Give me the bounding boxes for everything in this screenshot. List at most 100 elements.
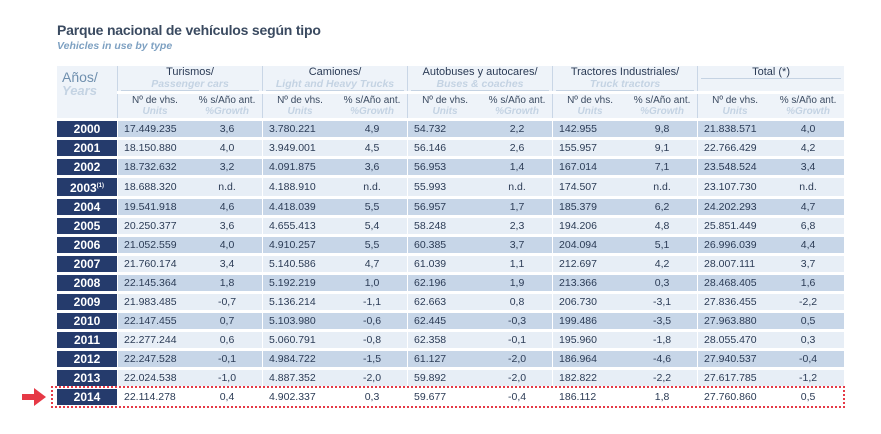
units-cell: 155.957 [552,140,628,156]
sub-label-en: %Growth [205,106,249,117]
sub-label-es: Nº de vhs. [132,95,178,106]
units-cell: 19.541.918 [117,199,192,215]
units-cell: 21.983.485 [117,294,192,310]
units-cell: 62.358 [407,332,483,348]
growth-cell: 5,5 [337,199,408,215]
group-header-truck-tractors: Tractores Industriales/ Truck tractors [552,66,698,91]
year-cell: 2011 [57,332,117,348]
sub-label-es: Nº de vhs. [422,95,468,106]
growth-cell: 1,8 [192,275,263,291]
growth-cell: 1,4 [482,159,553,175]
table-row: 2005 20.250.377 3,6 4.655.413 5,4 58.248 2,3 19… [57,218,845,234]
year-label: 2001 [73,141,101,155]
growth-cell: 1,0 [337,275,408,291]
group-label-es: Camiones/ [308,66,362,78]
growth-cell: 3,4 [772,159,845,175]
units-cell: 4.887.352 [262,370,338,386]
units-cell: 56.953 [407,159,483,175]
units-cell: 56.146 [407,140,483,156]
table-row: 2004 19.541.918 4,6 4.418.039 5,5 56.957 1,7 18… [57,199,845,215]
year-cell: 2002 [57,159,117,175]
year-header-en: Years [62,83,97,98]
sub-label-es: Nº de vhs. [277,95,323,106]
table-row: 2001 18.150.880 4,0 3.949.001 4,5 56.146 2,6 15… [57,140,845,156]
growth-cell: 2,2 [482,121,553,137]
units-cell: 62.663 [407,294,483,310]
units-cell: 22.147.455 [117,313,192,329]
table-row: 2008 22.145.364 1,8 5.192.219 1,0 62.196 1,9 21… [57,275,845,291]
growth-cell: 4,8 [627,218,698,234]
group-label-en: Buses & coaches [411,78,550,91]
growth-cell: 0,5 [772,389,845,405]
growth-cell: -0,7 [192,294,263,310]
group-label-es: Total (*) [752,66,790,78]
units-cell: 167.014 [552,159,628,175]
units-cell: 186.964 [552,351,628,367]
units-cell: 21.838.571 [697,121,773,137]
growth-cell: -0,4 [482,389,553,405]
year-cell: 2000 [57,121,117,137]
units-cell: 182.822 [552,370,628,386]
growth-cell: 4,0 [192,140,263,156]
growth-cell: 0,3 [627,275,698,291]
year-cell: 2012 [57,351,117,367]
sub-label-en: %Growth [495,106,539,117]
sub-header-row: Nº de vhs. Units % s/Año ant. %Growth Nº d… [57,94,845,118]
year-header-es: Años/ [62,69,98,85]
table-body: 2000 17.449.235 3,6 3.780.221 4,9 54.732 2,2 14… [57,121,845,405]
year-label: 2011 [73,333,101,347]
growth-cell: 4,7 [772,199,845,215]
growth-cell: n.d. [482,178,553,196]
growth-cell: 4,2 [627,256,698,272]
group-header-row: Años/ Years Turismos/ Passenger cars Cam… [57,66,845,118]
units-cell: 62.445 [407,313,483,329]
growth-cell: -1,2 [772,370,845,386]
growth-cell: 7,1 [627,159,698,175]
units-cell: 28.007.111 [697,256,773,272]
units-cell: 22.277.244 [117,332,192,348]
year-cell: 2009 [57,294,117,310]
sub-label-en: Units [287,106,313,117]
sub-header-growth: % s/Año ant. %Growth [627,94,698,118]
year-cell: 2010 [57,313,117,329]
year-cell: 2003(1) [57,178,117,196]
year-cell: 2008 [57,275,117,291]
units-cell: 185.379 [552,199,628,215]
units-cell: 3.780.221 [262,121,338,137]
units-cell: 22.024.538 [117,370,192,386]
table-row: 2006 21.052.559 4,0 4.910.257 5,5 60.385 3,7 20… [57,237,845,253]
group-header-buses: Autobuses y autocares/ Buses & coaches [407,66,553,91]
units-cell: 4.910.257 [262,237,338,253]
table-row: 2013 22.024.538 -1,0 4.887.352 -2,0 59.892 -2,… [57,370,845,386]
group-label-en: Light and Heavy Trucks [266,78,405,91]
sub-label-en: Units [142,106,168,117]
sub-header-units: Nº de vhs. Units [552,94,628,118]
units-cell: 61.127 [407,351,483,367]
units-cell: 3.949.001 [262,140,338,156]
year-label: 2002 [73,160,101,174]
units-cell: 4.091.875 [262,159,338,175]
units-cell: 60.385 [407,237,483,253]
units-cell: 4.188.910 [262,178,338,196]
units-cell: 55.993 [407,178,483,196]
year-header: Años/ Years [57,66,117,118]
growth-cell: 9,1 [627,140,698,156]
year-label: 2007 [73,257,101,271]
year-label: 2004 [73,200,101,214]
growth-cell: 5,4 [337,218,408,234]
growth-cell: 1,1 [482,256,553,272]
group-label-en [701,78,842,79]
sub-label-es: % s/Año ant. [198,95,256,106]
sub-label-es: % s/Año ant. [779,95,837,106]
table-row: 2012 22.247.528 -0,1 4.984.722 -1,5 61.127 -2,… [57,351,845,367]
growth-cell: 6,2 [627,199,698,215]
vehicles-table: Años/ Years Turismos/ Passenger cars Cam… [57,63,845,408]
year-label: 2009 [73,295,101,309]
sub-header-units: Nº de vhs. Units [262,94,338,118]
group-label-es: Turismos/ [166,66,214,78]
growth-cell: 1,7 [482,199,553,215]
units-cell: 58.248 [407,218,483,234]
year-label: 2010 [73,314,101,328]
units-cell: 195.960 [552,332,628,348]
growth-cell: 4,7 [337,256,408,272]
